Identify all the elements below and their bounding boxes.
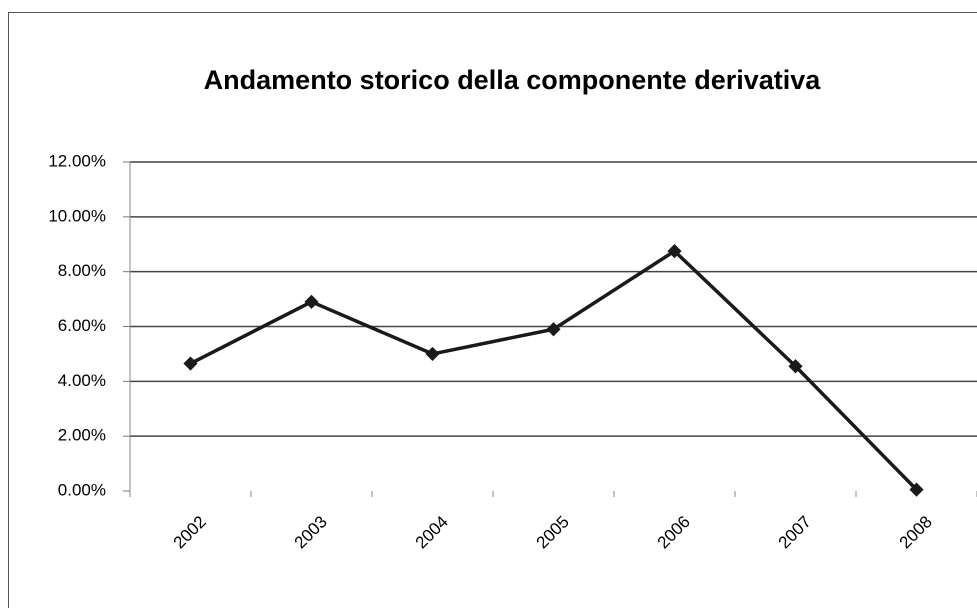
marker xyxy=(425,346,440,361)
y-tick-label: 6.00% xyxy=(58,316,106,335)
marker xyxy=(304,294,319,309)
y-tick-label: 8.00% xyxy=(58,261,106,280)
chart-border xyxy=(8,12,977,608)
chart-title: Andamento storico della componente deriv… xyxy=(204,65,822,95)
marker xyxy=(667,244,682,259)
y-tick-label: 2.00% xyxy=(58,426,106,445)
y-tick-label: 10.00% xyxy=(48,206,106,225)
marker xyxy=(546,322,561,337)
y-tick-label: 12.00% xyxy=(48,151,106,170)
y-tick-label: 4.00% xyxy=(58,371,106,390)
y-tick-label: 0.00% xyxy=(58,480,106,499)
marker xyxy=(788,359,803,374)
marker xyxy=(909,482,924,497)
marker xyxy=(183,356,198,371)
